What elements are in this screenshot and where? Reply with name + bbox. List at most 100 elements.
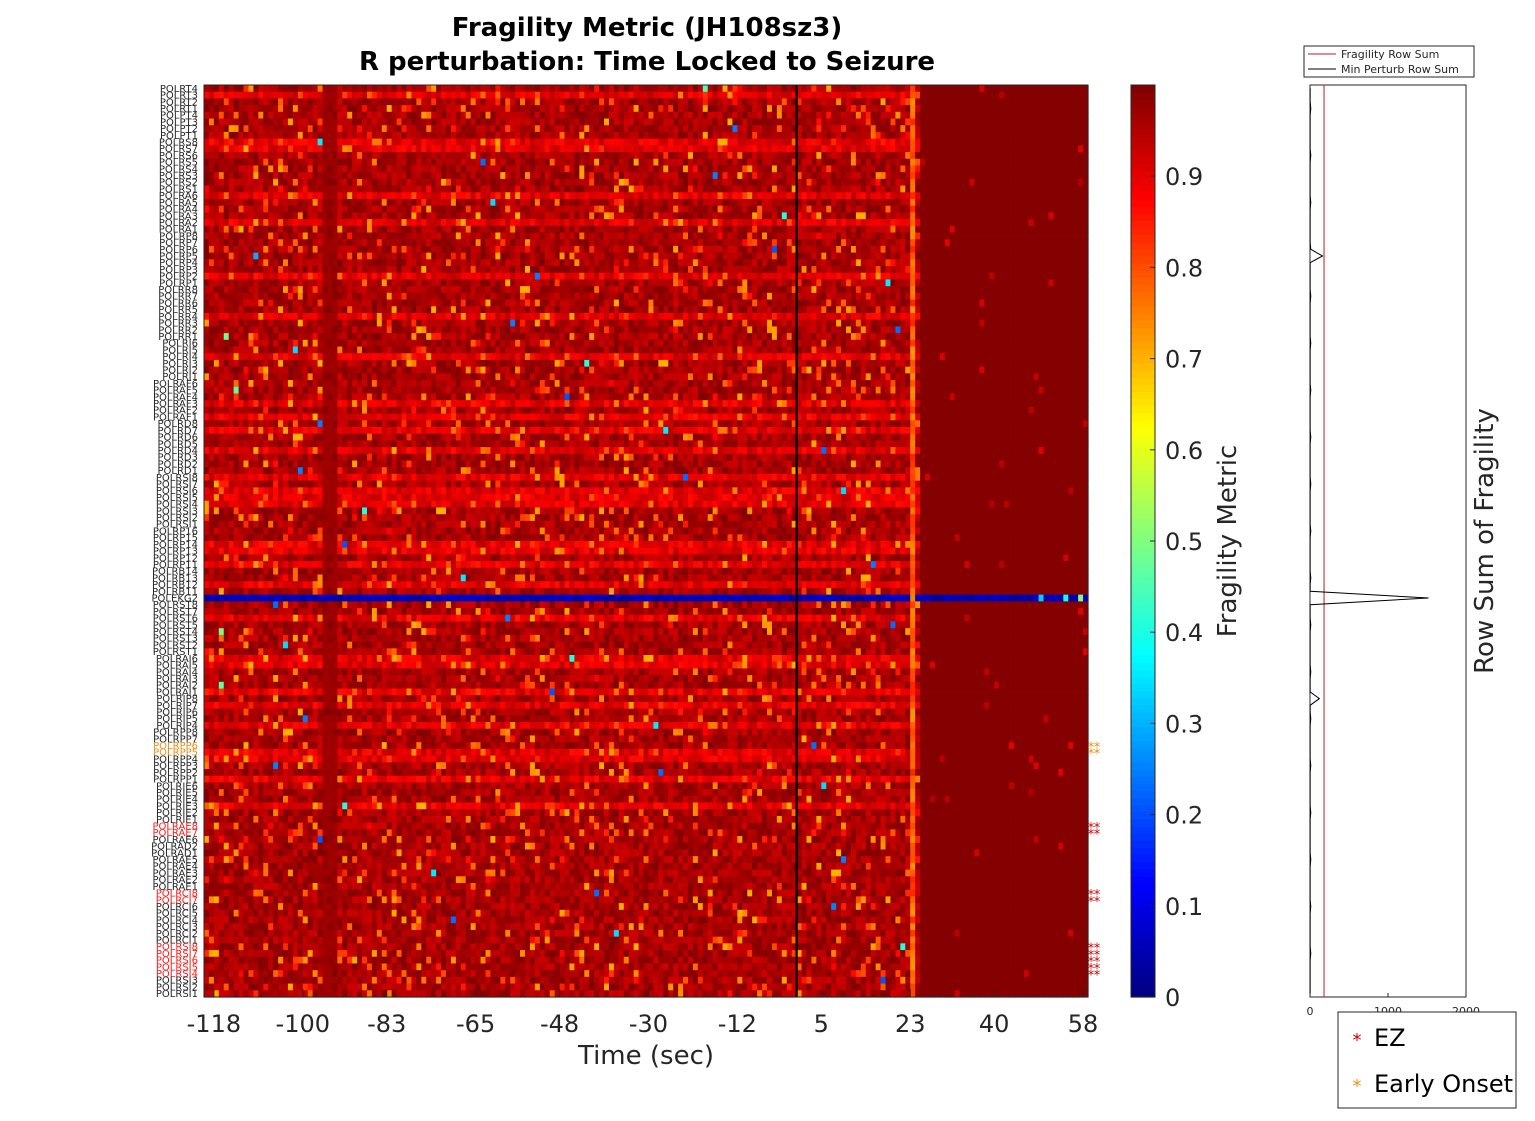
heatmap-cell — [614, 192, 620, 199]
heatmap-cell — [752, 119, 758, 126]
heatmap-cell — [308, 226, 314, 233]
heatmap-cell — [293, 233, 299, 240]
heatmap-cell — [1034, 105, 1040, 112]
heatmap-cell — [851, 206, 857, 213]
heatmap-cell — [653, 266, 659, 273]
heatmap-cell — [772, 192, 778, 199]
heatmap-cell — [209, 192, 215, 199]
heatmap-cell — [1044, 172, 1050, 179]
heatmap-cell — [979, 172, 985, 179]
heatmap-cell — [372, 199, 378, 206]
heatmap-cell — [337, 226, 343, 233]
heatmap-cell — [811, 192, 817, 199]
heatmap-cell — [495, 212, 501, 219]
heatmap-cell — [574, 212, 580, 219]
heatmap-cell — [900, 119, 906, 126]
heatmap-cell — [441, 159, 447, 166]
heatmap-cell — [436, 179, 442, 186]
heatmap-cell — [486, 172, 492, 179]
heatmap-cell — [258, 186, 264, 193]
heatmap-cell — [723, 172, 729, 179]
heatmap-cell — [619, 239, 625, 246]
heatmap-cell — [288, 226, 294, 233]
heatmap-cell — [589, 165, 595, 172]
heatmap-cell — [234, 152, 240, 159]
heatmap-cell — [905, 165, 911, 172]
heatmap-cell — [742, 259, 748, 266]
heatmap-cell — [950, 192, 956, 199]
heatmap-cell — [955, 219, 961, 226]
heatmap-cell — [989, 145, 995, 152]
heatmap-cell — [347, 233, 353, 240]
heatmap-cell — [945, 92, 951, 99]
heatmap-cell — [1014, 192, 1020, 199]
heatmap-cell — [881, 165, 887, 172]
heatmap-cell — [313, 85, 319, 92]
heatmap-cell — [520, 85, 526, 92]
heatmap-cell — [486, 92, 492, 99]
heatmap-cell — [431, 165, 437, 172]
heatmap-cell — [1019, 92, 1025, 99]
heatmap-cell — [984, 125, 990, 132]
heatmap-cell — [283, 259, 289, 266]
heatmap-cell — [787, 85, 793, 92]
heatmap-cell — [466, 226, 472, 233]
heatmap-cell — [807, 98, 813, 105]
heatmap-cell — [540, 145, 546, 152]
heatmap-cell — [876, 98, 882, 105]
heatmap-cell — [520, 152, 526, 159]
heatmap-cell — [229, 132, 235, 139]
heatmap-cell — [821, 239, 827, 246]
heatmap-cell — [1058, 85, 1064, 92]
heatmap-cell — [486, 212, 492, 219]
heatmap-cell — [1078, 186, 1084, 193]
heatmap-cell — [886, 212, 892, 219]
heatmap-cell — [1078, 199, 1084, 206]
heatmap-cell — [866, 239, 872, 246]
heatmap-cell — [451, 145, 457, 152]
heatmap-cell — [979, 152, 985, 159]
heatmap-cell — [950, 119, 956, 126]
heatmap-cell — [683, 212, 689, 219]
heatmap-cell — [811, 199, 817, 206]
heatmap-cell — [658, 165, 664, 172]
heatmap-cell — [678, 199, 684, 206]
heatmap-cell — [851, 139, 857, 146]
heatmap-cell — [979, 179, 985, 186]
heatmap-cell — [421, 246, 427, 253]
heatmap-cell — [1063, 92, 1069, 99]
heatmap-cell — [476, 85, 482, 92]
heatmap-cell — [239, 165, 245, 172]
heatmap-cell — [678, 239, 684, 246]
heatmap-cell — [856, 172, 862, 179]
heatmap-cell — [545, 145, 551, 152]
heatmap-cell — [560, 105, 566, 112]
heatmap-cell — [495, 219, 501, 226]
heatmap-cell — [960, 98, 966, 105]
heatmap-cell — [214, 212, 220, 219]
heatmap-cell — [288, 152, 294, 159]
heatmap-cell — [313, 179, 319, 186]
heatmap-cell — [352, 226, 358, 233]
heatmap-cell — [486, 259, 492, 266]
heatmap-cell — [352, 92, 358, 99]
heatmap-cell — [974, 152, 980, 159]
heatmap-cell — [204, 92, 210, 99]
heatmap-cell — [673, 119, 679, 126]
heatmap-cell — [421, 226, 427, 233]
heatmap-cell — [362, 206, 368, 213]
heatmap-cell — [466, 186, 472, 193]
heatmap-cell — [718, 179, 724, 186]
heatmap-cell — [244, 206, 250, 213]
heatmap-cell — [915, 219, 921, 226]
heatmap-cell — [673, 179, 679, 186]
heatmap-cell — [530, 152, 536, 159]
heatmap-cell — [446, 186, 452, 193]
heatmap-cell — [229, 98, 235, 105]
heatmap-cell — [367, 139, 373, 146]
heatmap-cell — [510, 98, 516, 105]
heatmap-cell — [584, 85, 590, 92]
heatmap-cell — [614, 226, 620, 233]
heatmap-cell — [579, 212, 585, 219]
